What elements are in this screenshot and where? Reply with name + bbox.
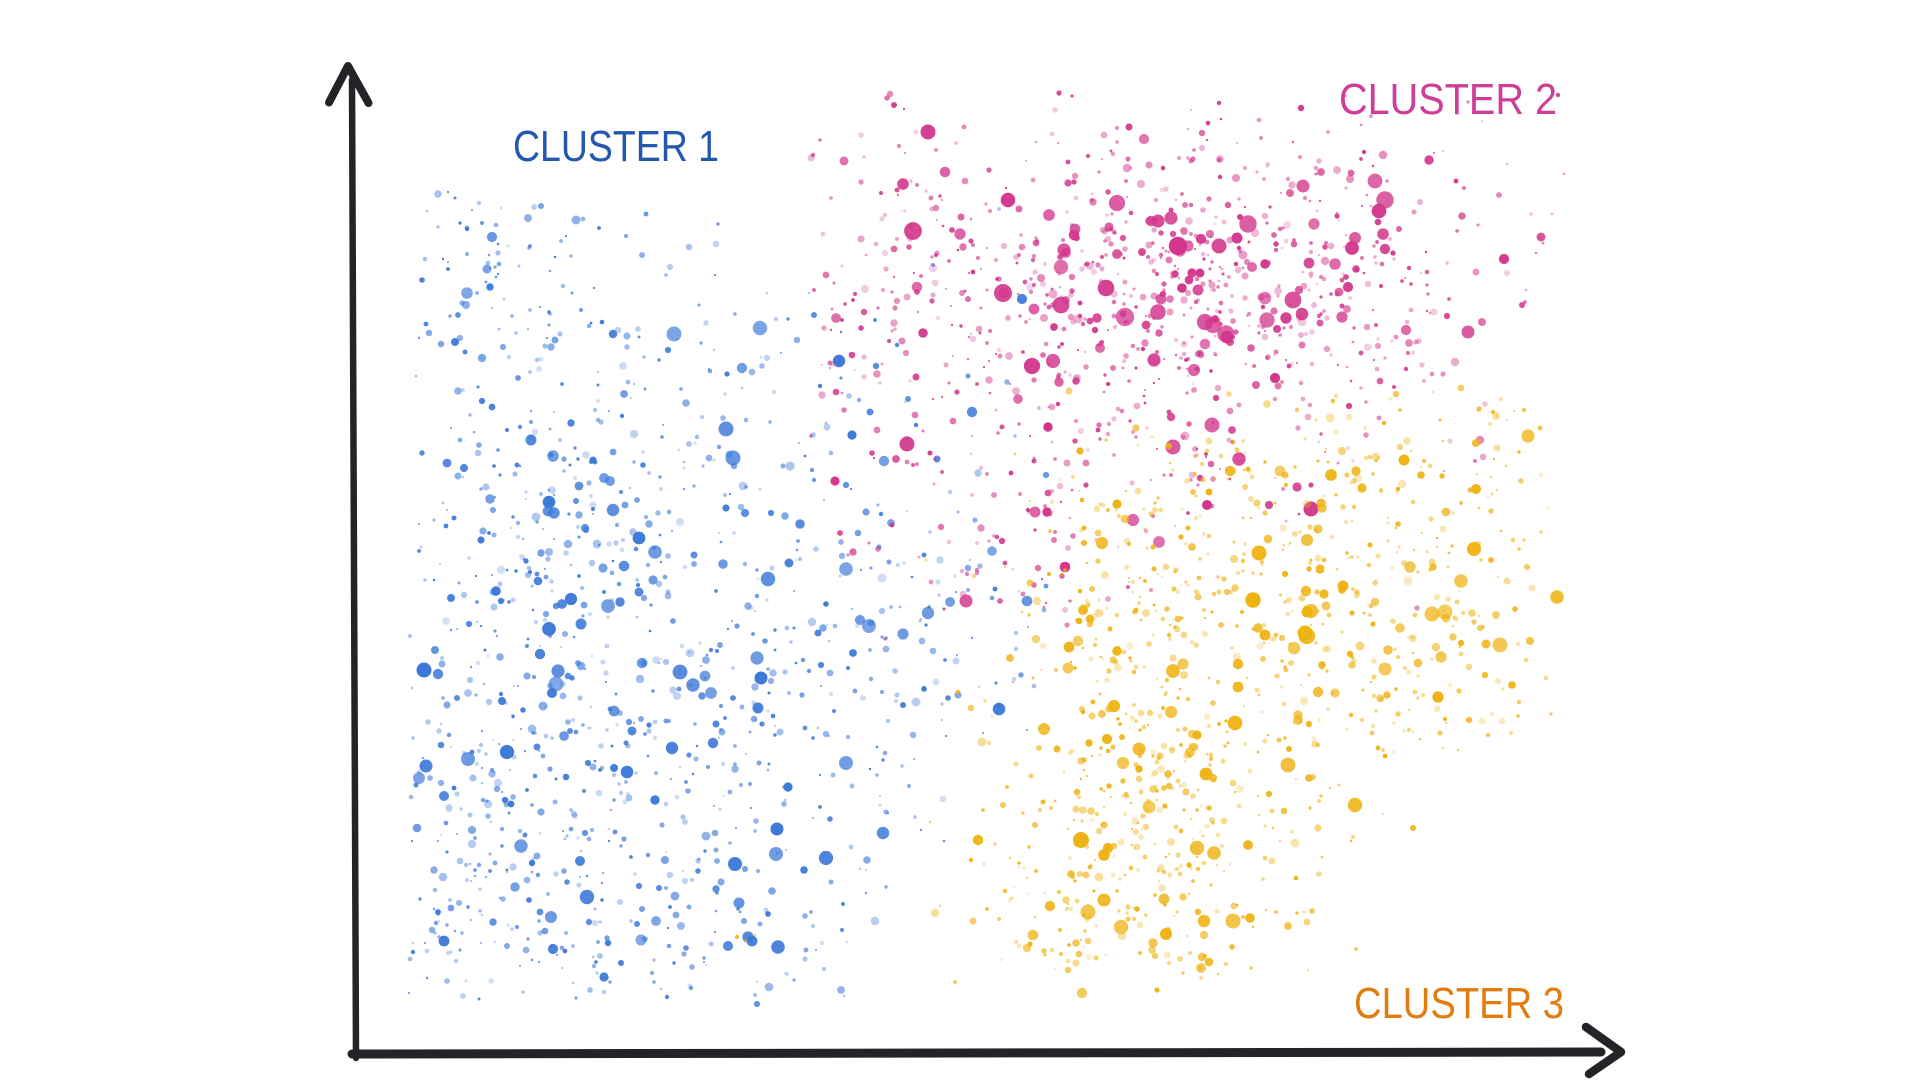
svg-text:CLUSTER 2: CLUSTER 2 xyxy=(1339,75,1557,124)
svg-text:CLUSTER 1: CLUSTER 1 xyxy=(513,122,719,171)
svg-text:CLUSTER 3: CLUSTER 3 xyxy=(1354,979,1564,1028)
